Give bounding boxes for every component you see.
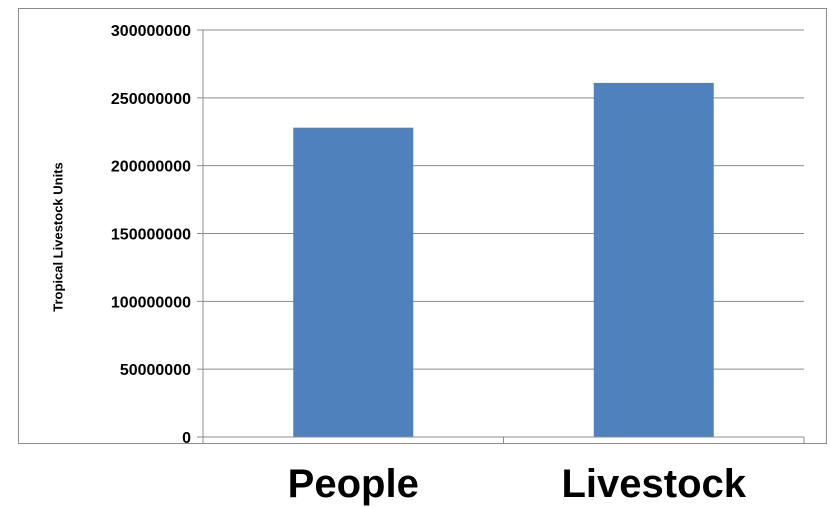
y-axis-label: Tropical Livestock Units — [50, 162, 66, 312]
bar-livestock — [593, 82, 714, 437]
y-tick-label: 150000000 — [111, 227, 191, 244]
bar-people — [293, 127, 414, 438]
y-tick-label: 50000000 — [120, 362, 191, 379]
y-tick-label: 250000000 — [111, 91, 191, 108]
y-tick-labels: 0 50000000 100000000 150000000 200000000 2500… — [111, 23, 191, 447]
y-tick-label: 0 — [182, 430, 191, 447]
y-tick-label: 300000000 — [111, 23, 191, 40]
x-category-label-people: People — [287, 462, 419, 506]
x-category-label-livestock: Livestock — [561, 462, 747, 506]
y-tick-label: 100000000 — [111, 294, 191, 311]
y-tick-label: 200000000 — [111, 159, 191, 176]
gridlines — [203, 29, 804, 370]
axes — [197, 29, 805, 443]
bars — [293, 82, 714, 438]
